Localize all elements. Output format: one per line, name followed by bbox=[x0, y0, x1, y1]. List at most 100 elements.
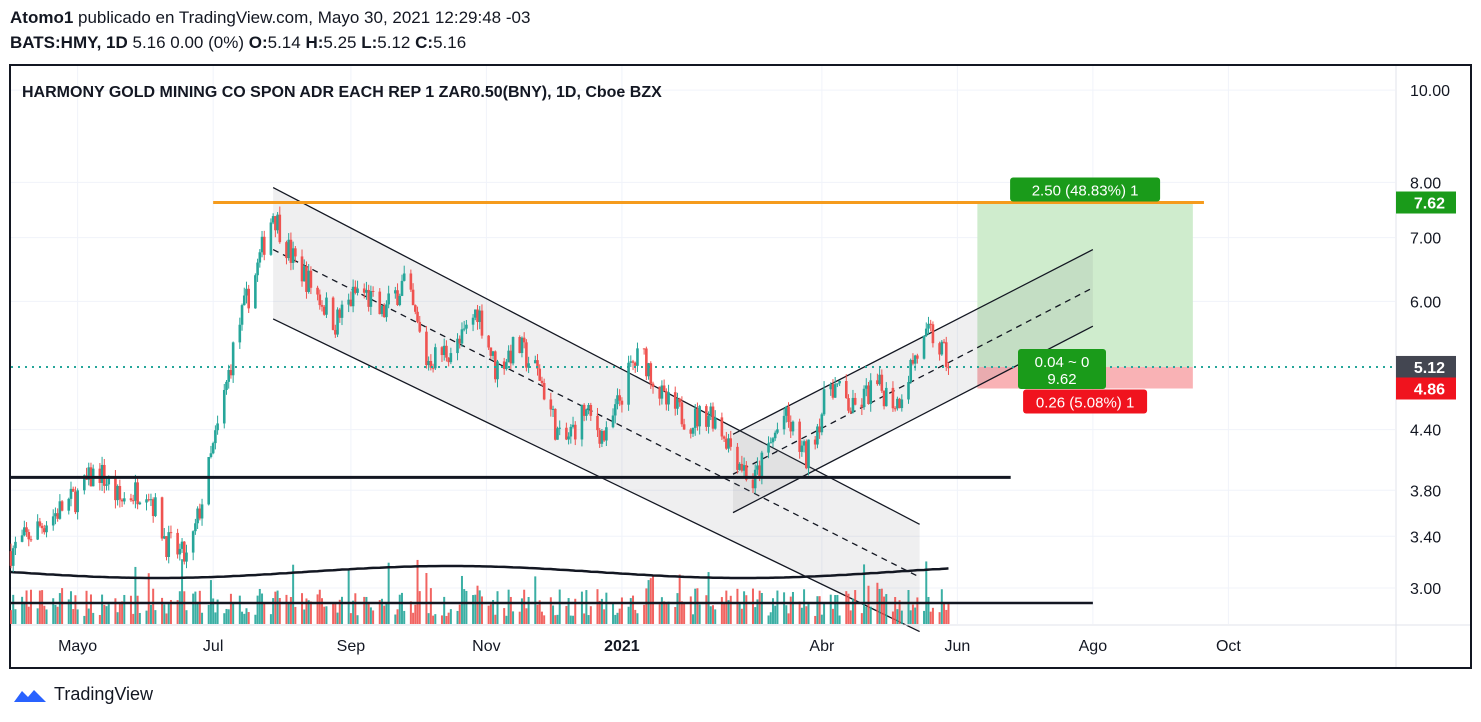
candle-body bbox=[924, 328, 928, 336]
candle-body bbox=[551, 408, 555, 410]
volume-bar bbox=[725, 590, 728, 624]
volume-bar bbox=[947, 603, 950, 624]
candle-body bbox=[194, 523, 197, 532]
volume-bar bbox=[196, 603, 199, 624]
volume-bar bbox=[129, 595, 132, 624]
volume-bar bbox=[458, 604, 461, 624]
volume-bar bbox=[509, 596, 512, 624]
volume-bar bbox=[520, 598, 523, 624]
up-channel-mid-line[interactable] bbox=[732, 287, 1094, 475]
channels[interactable] bbox=[272, 187, 1094, 633]
volume-bar bbox=[303, 609, 306, 624]
volume-bar bbox=[216, 599, 219, 624]
candle-body bbox=[71, 488, 75, 492]
candle-body bbox=[542, 383, 546, 400]
candle-body bbox=[600, 430, 604, 444]
candle-body bbox=[134, 482, 137, 501]
high-value: 5.25 bbox=[323, 33, 357, 52]
volume-bar bbox=[911, 604, 914, 624]
candle-body bbox=[478, 310, 482, 323]
x-tick-label: Oct bbox=[1216, 638, 1241, 655]
volume-bar bbox=[518, 611, 521, 624]
candle-body bbox=[334, 329, 337, 335]
volume-bar bbox=[332, 602, 335, 624]
volume-bar bbox=[587, 615, 590, 624]
candle-body bbox=[103, 464, 106, 486]
candle-body bbox=[147, 499, 151, 501]
volume-bar bbox=[603, 609, 606, 624]
candle-body bbox=[867, 385, 870, 405]
down-channel-lower-line[interactable] bbox=[272, 318, 920, 633]
candle-body bbox=[616, 395, 619, 405]
candle-body bbox=[598, 430, 601, 444]
candle-body bbox=[538, 368, 542, 381]
candle-body bbox=[647, 363, 650, 377]
low-label: L: bbox=[361, 33, 378, 52]
author[interactable]: Atomo1 bbox=[10, 8, 74, 27]
target-label: 2.50 (48.83%) 1 bbox=[1032, 183, 1139, 200]
volume-bar bbox=[443, 596, 446, 624]
volume-bar bbox=[556, 614, 559, 624]
y-tick-label: 8.00 bbox=[1410, 175, 1441, 192]
candle-body bbox=[800, 445, 804, 452]
candle-body bbox=[829, 384, 833, 390]
candle-body bbox=[76, 490, 79, 513]
volume-bar bbox=[292, 564, 295, 624]
volume-bar bbox=[465, 590, 468, 624]
volume-bar bbox=[680, 601, 683, 624]
volume-bar bbox=[25, 590, 28, 624]
time-scale[interactable]: Mayo Jul Sep Nov 2021 Abr Jun Ago Oct bbox=[58, 638, 1241, 655]
volume-bar bbox=[12, 594, 15, 624]
volume-bar bbox=[698, 604, 701, 624]
volume-bar bbox=[212, 598, 215, 624]
candle-body bbox=[525, 342, 528, 368]
volume-bar bbox=[807, 602, 810, 624]
candle-body bbox=[820, 414, 824, 433]
candle-body bbox=[385, 304, 388, 318]
candle-body bbox=[713, 417, 717, 429]
x-tick-label: 2021 bbox=[604, 638, 640, 655]
horizontal-levels[interactable] bbox=[11, 201, 1395, 479]
down-channel-upper-line[interactable] bbox=[272, 187, 920, 525]
candle-body bbox=[831, 384, 835, 398]
candle-body bbox=[87, 467, 91, 480]
candle-body bbox=[556, 428, 559, 440]
candle-body bbox=[480, 310, 484, 336]
volume-bar bbox=[56, 606, 59, 624]
candle-body bbox=[822, 389, 826, 415]
candle-body bbox=[589, 404, 593, 416]
volume-bar bbox=[227, 609, 230, 624]
volume-bar bbox=[161, 597, 164, 624]
candle-body bbox=[942, 341, 946, 343]
candle-body bbox=[745, 465, 748, 480]
candle-body bbox=[271, 216, 275, 223]
candle-body bbox=[807, 439, 810, 469]
profit-zone[interactable] bbox=[977, 202, 1193, 367]
volume-bar bbox=[245, 608, 248, 624]
candle-body bbox=[462, 328, 466, 330]
candle-body bbox=[549, 399, 553, 410]
candle-body bbox=[165, 536, 168, 557]
price-scale[interactable]: 10.00 8.00 7.00 6.00 4.40 3.80 3.40 3.00 7.62 5.1… bbox=[1396, 83, 1456, 598]
candle-body bbox=[274, 216, 277, 231]
candle-body bbox=[649, 363, 653, 384]
volume-bar bbox=[543, 615, 546, 624]
volume-bar bbox=[87, 608, 90, 624]
volume-bar bbox=[598, 600, 601, 624]
candle-body bbox=[362, 288, 366, 293]
candle-body bbox=[354, 286, 357, 293]
up-channel-upper-line[interactable] bbox=[732, 249, 1094, 435]
candle-body bbox=[876, 380, 879, 385]
candle-body bbox=[596, 415, 599, 431]
volume-bar bbox=[800, 607, 803, 624]
volume-bar bbox=[769, 612, 772, 624]
candle-body bbox=[294, 248, 297, 257]
candle-body bbox=[931, 324, 935, 344]
candle-body bbox=[773, 432, 777, 439]
candle-body bbox=[331, 297, 335, 330]
low-value: 5.12 bbox=[377, 33, 411, 52]
volume-bar bbox=[567, 598, 570, 624]
volume-bar bbox=[427, 613, 430, 624]
volume-bar bbox=[558, 589, 561, 624]
